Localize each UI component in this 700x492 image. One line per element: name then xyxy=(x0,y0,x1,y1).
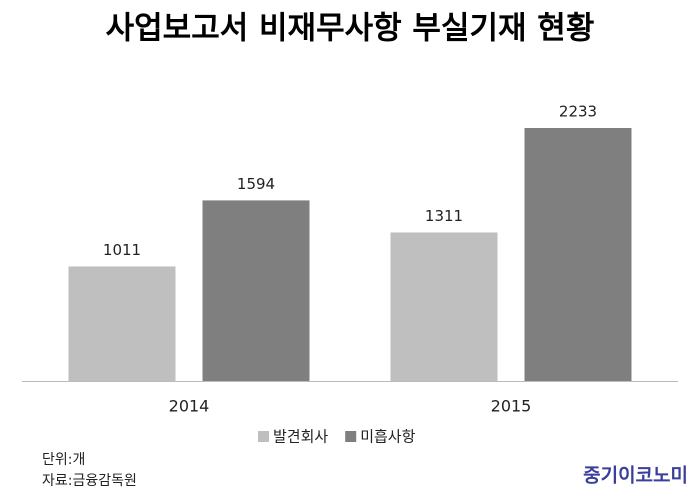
data-label: 1311 xyxy=(425,207,463,225)
x-tick-label: 2015 xyxy=(491,397,532,416)
bar xyxy=(524,128,632,381)
legend-label: 발견회사 xyxy=(273,428,328,446)
source: 자료:금융감독원 xyxy=(42,473,137,489)
bar xyxy=(68,266,176,381)
data-label: 2233 xyxy=(559,103,597,121)
chart-title: 사업보고서 비재무사항 부실기재 현황 xyxy=(106,11,595,47)
bar xyxy=(202,200,310,381)
x-tick-label: 2014 xyxy=(169,397,210,416)
data-label: 1594 xyxy=(237,175,275,193)
unit-note: 단위:개 xyxy=(42,452,85,468)
data-label: 1011 xyxy=(103,241,141,259)
logo: 중기이코노미 xyxy=(583,465,688,487)
legend-swatch xyxy=(258,431,269,442)
bar xyxy=(390,232,498,381)
legend-swatch xyxy=(345,431,357,442)
legend-label: 미흡사항 xyxy=(360,428,415,446)
